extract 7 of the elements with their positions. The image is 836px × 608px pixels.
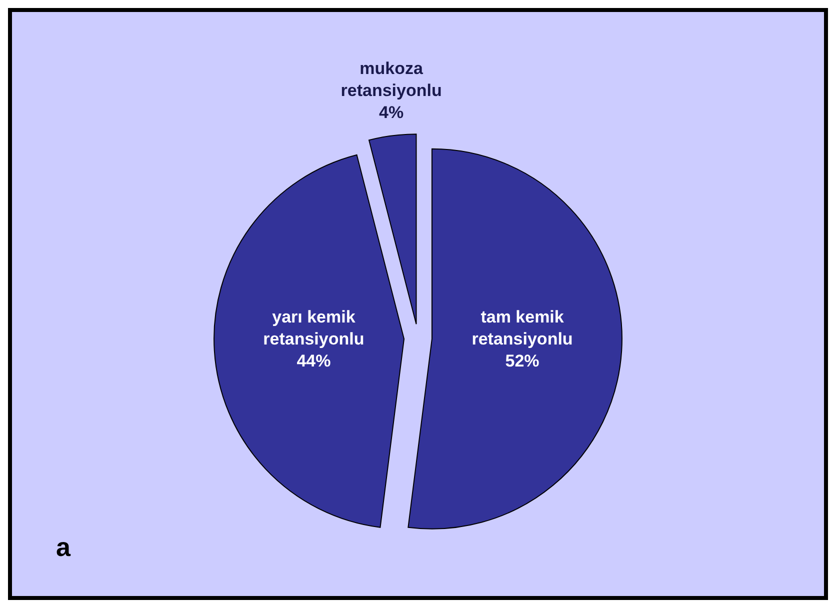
data-label: 44%	[296, 352, 331, 371]
data-label: 4%	[379, 103, 404, 122]
slice-label: yarı kemik retansiyonlu	[263, 308, 364, 349]
slice-label: tam kemik retansiyonlu	[472, 308, 573, 349]
data-label: 52%	[505, 352, 540, 371]
slice-label: mukoza retansiyonlu	[340, 59, 442, 100]
text: a	[56, 532, 71, 562]
